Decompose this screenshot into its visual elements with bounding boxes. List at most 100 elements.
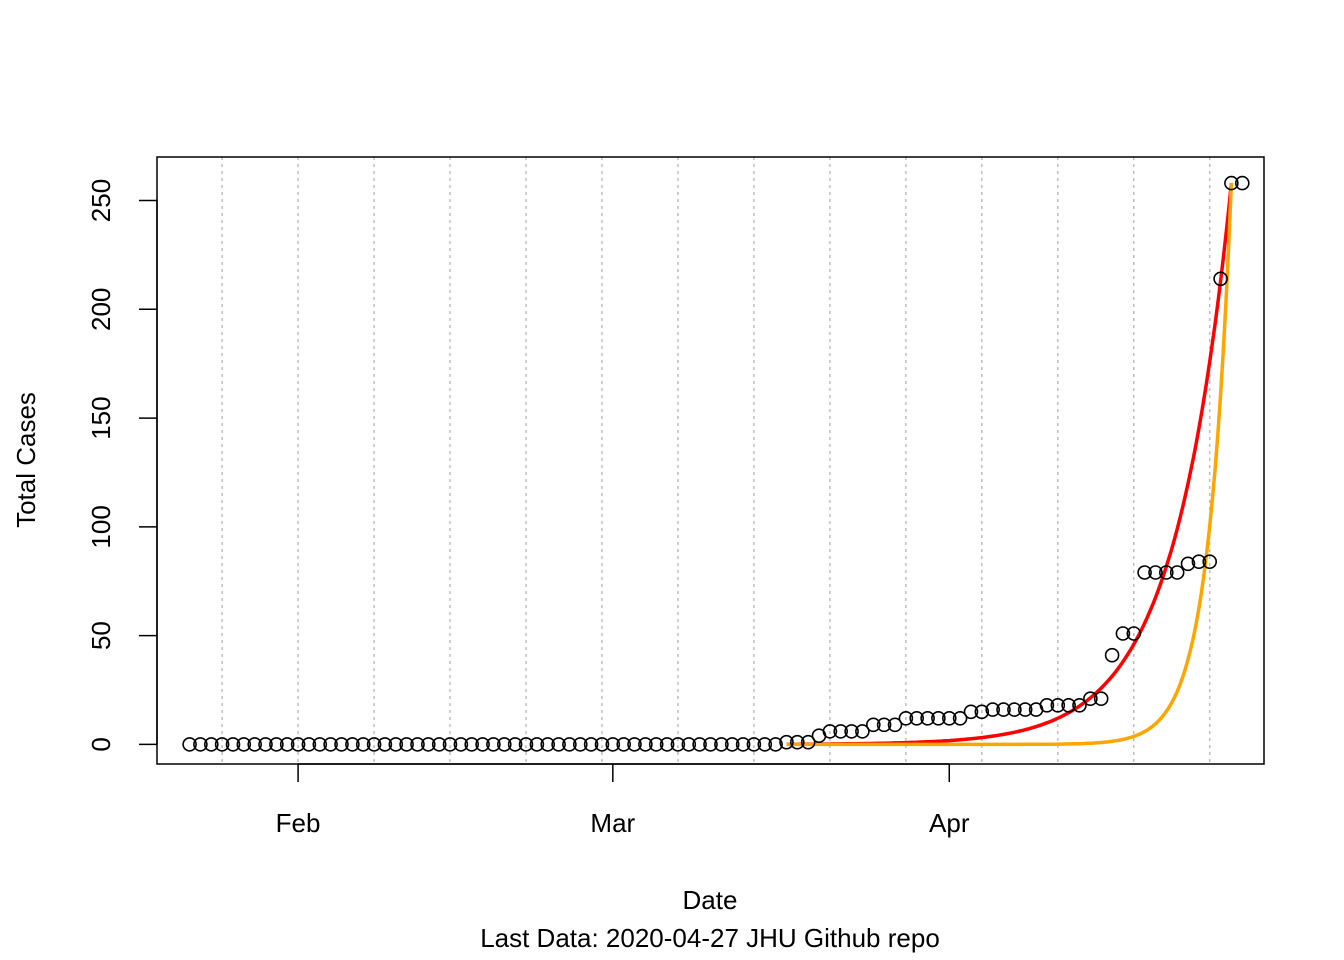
data-point bbox=[952, 710, 968, 726]
data-point bbox=[714, 737, 729, 752]
data-point bbox=[258, 737, 273, 752]
data-point bbox=[963, 704, 979, 720]
data-point bbox=[236, 737, 252, 752]
fit-line bbox=[786, 183, 1234, 747]
data-point bbox=[768, 737, 783, 752]
fit-curves bbox=[786, 182, 1234, 747]
data-point bbox=[562, 737, 577, 752]
data-point bbox=[551, 737, 566, 752]
data-point bbox=[247, 737, 262, 752]
data-point bbox=[453, 737, 469, 752]
data-point bbox=[605, 737, 621, 752]
data-point bbox=[1017, 702, 1033, 717]
data-point bbox=[1115, 626, 1131, 641]
data-point bbox=[355, 737, 371, 752]
data-point bbox=[833, 724, 849, 739]
data-point bbox=[996, 702, 1011, 717]
data-point bbox=[1159, 565, 1174, 580]
data-point bbox=[290, 737, 306, 752]
data-point bbox=[898, 710, 914, 726]
data-points bbox=[182, 175, 1250, 752]
data-point bbox=[735, 737, 751, 752]
data-point bbox=[193, 737, 208, 752]
x-tick-label: Mar bbox=[590, 808, 635, 838]
data-point bbox=[486, 737, 501, 752]
vertical-grid bbox=[221, 157, 1211, 764]
x-tick-label: Apr bbox=[929, 808, 970, 838]
plot-frame bbox=[156, 156, 1265, 765]
data-point bbox=[638, 737, 653, 752]
data-point bbox=[876, 717, 892, 733]
data-point bbox=[399, 737, 414, 752]
data-point bbox=[887, 717, 903, 733]
data-point bbox=[529, 737, 545, 752]
data-point bbox=[1180, 556, 1196, 572]
y-tick-label: 0 bbox=[86, 737, 116, 751]
data-point bbox=[279, 737, 295, 752]
data-point bbox=[540, 737, 556, 752]
data-point bbox=[855, 724, 870, 739]
data-point bbox=[779, 734, 794, 750]
data-point bbox=[1126, 626, 1142, 641]
data-point bbox=[920, 710, 935, 726]
data-point bbox=[388, 737, 404, 752]
data-point bbox=[703, 737, 718, 752]
data-point bbox=[1050, 697, 1066, 713]
data-point bbox=[594, 737, 610, 752]
data-point bbox=[822, 724, 838, 739]
y-axis: 0 50 100 150 200 250 bbox=[86, 179, 158, 752]
data-point bbox=[225, 737, 241, 752]
y-tick-label: 200 bbox=[86, 288, 116, 331]
y-tick-label: 250 bbox=[86, 179, 116, 222]
data-point bbox=[648, 737, 664, 752]
data-point bbox=[182, 737, 197, 752]
y-tick-label: 100 bbox=[86, 505, 116, 548]
data-point bbox=[1169, 565, 1185, 580]
y-axis-title: Total Cases bbox=[11, 392, 41, 528]
data-point bbox=[431, 737, 447, 752]
data-point bbox=[627, 737, 642, 752]
data-point bbox=[301, 737, 317, 752]
data-point bbox=[659, 737, 675, 752]
data-point bbox=[616, 737, 632, 752]
data-point bbox=[1007, 702, 1022, 717]
data-point bbox=[1202, 554, 1217, 570]
data-point bbox=[204, 737, 219, 752]
data-point bbox=[909, 710, 925, 726]
data-point bbox=[1072, 697, 1087, 713]
data-point bbox=[931, 710, 946, 726]
data-point bbox=[475, 737, 490, 752]
fit-line bbox=[786, 182, 1234, 746]
data-point bbox=[724, 737, 740, 752]
data-point bbox=[496, 737, 512, 752]
data-point bbox=[518, 737, 534, 752]
data-point bbox=[507, 737, 523, 752]
data-point bbox=[1137, 565, 1152, 580]
data-point bbox=[670, 737, 686, 752]
data-point bbox=[377, 737, 393, 752]
data-point bbox=[746, 737, 762, 752]
data-point bbox=[692, 737, 707, 752]
data-point bbox=[334, 737, 349, 752]
data-point bbox=[345, 737, 360, 752]
data-point bbox=[442, 737, 458, 752]
x-axis-title: Date bbox=[683, 885, 738, 915]
data-point bbox=[323, 737, 338, 752]
chart-caption: Last Data: 2020-04-27 JHU Github repo bbox=[480, 923, 940, 953]
data-point bbox=[366, 737, 382, 752]
x-tick-label: Feb bbox=[276, 808, 321, 838]
y-tick-label: 50 bbox=[86, 621, 116, 650]
data-point bbox=[410, 737, 425, 752]
data-point bbox=[1093, 691, 1109, 707]
data-point bbox=[1191, 554, 1207, 570]
data-point bbox=[269, 737, 284, 752]
data-point bbox=[844, 724, 859, 739]
data-point bbox=[572, 737, 588, 752]
data-point bbox=[1061, 697, 1076, 713]
data-point bbox=[1104, 647, 1120, 663]
data-point bbox=[1235, 175, 1250, 191]
data-point bbox=[941, 710, 957, 726]
data-point bbox=[1148, 565, 1163, 580]
data-point bbox=[1224, 175, 1239, 191]
